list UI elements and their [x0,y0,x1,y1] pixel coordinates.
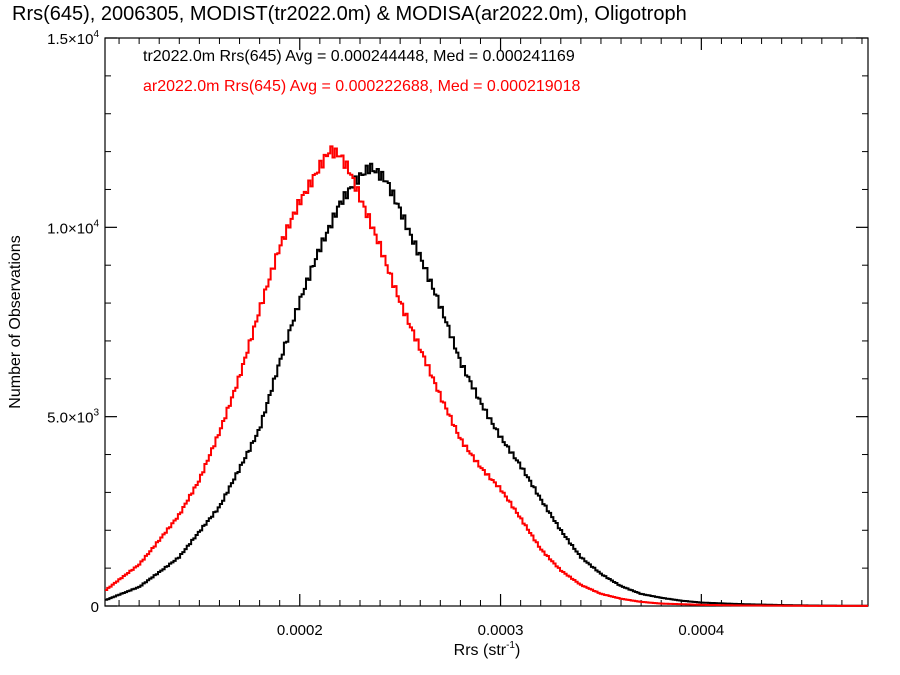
y-tick-label: 0 [91,599,99,616]
y-tick-label: 1.0×104 [47,218,99,237]
series-layer [105,145,868,607]
y-tick-label: 1.5×104 [47,29,99,48]
y-tick-mantissa: 1.5×10 [47,31,93,48]
y-tick-exponent: 3 [93,408,99,419]
x-tick-label: 0.0002 [277,622,323,639]
annotation-red-series: ar2022.0m Rrs(645) Avg = 0.000222688, Me… [143,78,580,95]
y-tick-label: 5.0×103 [47,408,99,427]
y-tick-mantissa: 1.0×10 [47,220,93,237]
y-tick-mantissa: 5.0×10 [47,410,93,427]
y-axis-label: Number of Observations [7,235,24,408]
series-black-histogram [105,162,868,607]
x-axis-label: Rrs (str-1) [454,640,521,659]
y-tick-mantissa: 0 [91,599,99,616]
annotation-black-series: tr2022.0m Rrs(645) Avg = 0.000244448, Me… [143,48,575,65]
x-axis-label-text: Rrs (str [454,642,507,659]
x-axis-label-sup: -1 [506,640,515,651]
series-red-histogram [105,145,868,607]
chart-title: Rrs(645), 2006305, MODIST(tr2022.0m) & M… [12,3,687,25]
x-tick-label: 0.0003 [478,622,524,639]
x-axis-label-close: ) [515,642,520,659]
x-axis-ticks: 0.0002 0.0003 0.0004 [118,38,863,639]
y-tick-exponent: 4 [93,218,99,229]
x-tick-label: 0.0004 [678,622,724,639]
plot-frame [104,37,869,607]
y-tick-exponent: 4 [93,29,99,40]
